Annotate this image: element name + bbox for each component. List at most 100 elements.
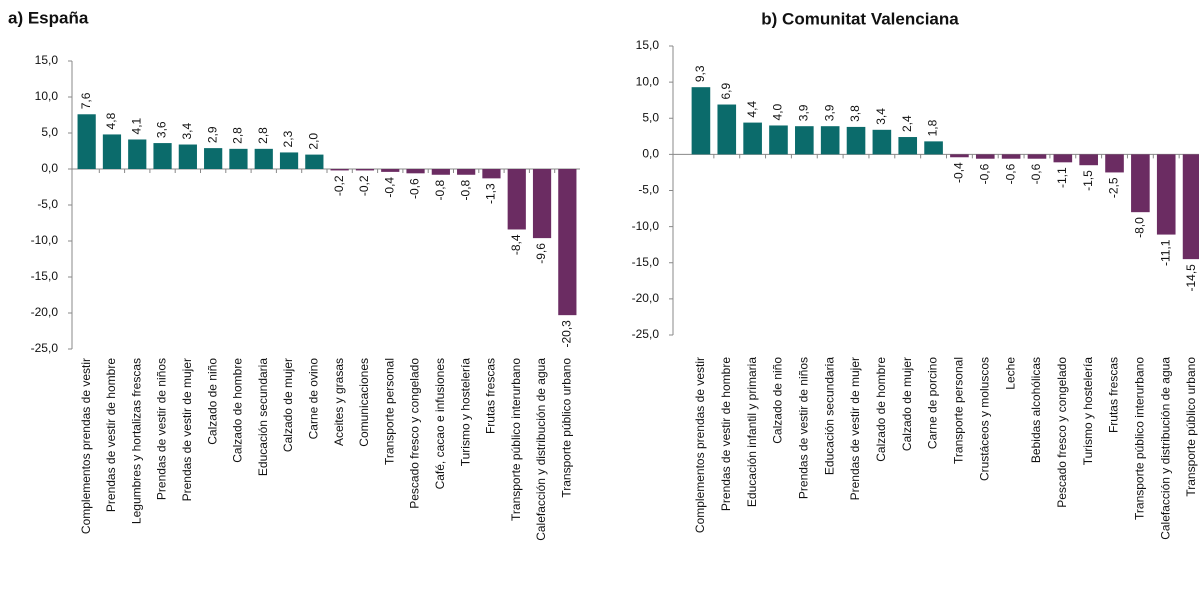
value-label: -1,1 bbox=[1055, 167, 1069, 188]
value-label: 3,4 bbox=[180, 123, 194, 140]
bar bbox=[355, 169, 375, 171]
bar bbox=[950, 154, 969, 158]
value-label: -1,3 bbox=[484, 183, 498, 204]
x-tick-label: Calefacción y distribución de agua bbox=[1158, 357, 1172, 540]
chart-title: b) Comunitat Valenciana bbox=[761, 9, 959, 28]
value-label: 2,8 bbox=[256, 127, 270, 144]
x-tick-label: Legumbres y hortalizas frescas bbox=[129, 358, 143, 524]
y-tick-label: -10,0 bbox=[31, 233, 59, 247]
bar bbox=[482, 169, 501, 179]
bar bbox=[507, 169, 526, 230]
value-label: 4,8 bbox=[104, 112, 118, 129]
x-tick-label: Transporte público urbano bbox=[560, 358, 574, 498]
x-tick-label: Educación infantil y primaria bbox=[745, 357, 759, 507]
x-tick-label: Calzado de hombre bbox=[231, 358, 245, 463]
value-label: -2,5 bbox=[1107, 177, 1121, 198]
y-tick-label: -15,0 bbox=[632, 255, 660, 269]
y-tick-label: 0,0 bbox=[41, 161, 58, 175]
value-label: -20,3 bbox=[560, 320, 574, 348]
x-tick-label: Calefacción y distribución de agua bbox=[534, 358, 548, 541]
value-label: -0,6 bbox=[1029, 163, 1043, 184]
value-label: 3,6 bbox=[155, 121, 169, 138]
x-tick-label: Prendas de vestir de mujer bbox=[848, 357, 862, 500]
value-label: -0,4 bbox=[382, 177, 396, 198]
x-tick-label: Transporte público interurbano bbox=[1133, 357, 1147, 520]
value-label: 4,1 bbox=[129, 117, 143, 134]
x-tick-label: Carne de porcino bbox=[926, 357, 940, 449]
x-tick-label: Café, cacao e infusiones bbox=[433, 358, 447, 489]
y-tick-label: 5,0 bbox=[41, 125, 58, 139]
bar bbox=[1105, 154, 1124, 173]
bar bbox=[820, 126, 840, 155]
x-tick-label: Calzado de mujer bbox=[900, 357, 914, 451]
value-label: -0,6 bbox=[977, 163, 991, 184]
value-label: 2,0 bbox=[307, 133, 321, 150]
x-tick-label: Prendas de vestir de hombre bbox=[719, 357, 733, 511]
value-label: -8,4 bbox=[509, 234, 523, 255]
value-label: 4,0 bbox=[771, 103, 785, 120]
bar bbox=[431, 169, 450, 175]
x-tick-label: Turismo y hostelería bbox=[1081, 357, 1095, 466]
y-tick-label: -10,0 bbox=[632, 219, 660, 233]
x-tick-label: Complementos prendas de vestir bbox=[79, 358, 93, 534]
bar bbox=[381, 169, 400, 172]
x-tick-label: Turismo y hostelería bbox=[458, 358, 472, 467]
bar bbox=[1027, 154, 1047, 159]
value-label: 3,9 bbox=[796, 104, 810, 121]
value-label: 2,8 bbox=[231, 127, 245, 144]
y-tick-label: -15,0 bbox=[31, 269, 59, 283]
bar bbox=[898, 137, 918, 155]
bar bbox=[178, 144, 197, 169]
value-label: -9,6 bbox=[534, 243, 548, 264]
value-label: -14,5 bbox=[1184, 264, 1198, 292]
x-tick-label: Aceites y grasas bbox=[332, 358, 346, 446]
bar bbox=[102, 134, 122, 169]
y-tick-label: 15,0 bbox=[636, 38, 660, 52]
bar bbox=[457, 169, 476, 175]
x-tick-label: Leche bbox=[1003, 357, 1017, 390]
bar bbox=[769, 125, 788, 155]
chart-title: a) España bbox=[8, 8, 89, 27]
bar bbox=[1001, 154, 1021, 159]
bar bbox=[77, 114, 96, 169]
x-tick-label: Pescado fresco y congelado bbox=[1055, 357, 1069, 508]
bar bbox=[717, 104, 737, 155]
bar bbox=[153, 143, 172, 169]
value-label: -0,2 bbox=[332, 175, 346, 196]
value-label: 4,4 bbox=[745, 101, 759, 118]
bar bbox=[229, 148, 248, 169]
bar bbox=[279, 152, 299, 169]
bar bbox=[795, 126, 814, 155]
y-tick-label: 5,0 bbox=[642, 110, 659, 124]
bar bbox=[743, 122, 762, 155]
value-label: -11,1 bbox=[1158, 239, 1172, 266]
x-tick-label: Transporte público interurbano bbox=[509, 358, 523, 521]
bar bbox=[1182, 154, 1199, 260]
y-tick-label: -5,0 bbox=[37, 197, 58, 211]
y-tick-label: 0,0 bbox=[642, 147, 659, 161]
bar bbox=[975, 154, 995, 159]
bar bbox=[846, 126, 866, 155]
x-tick-label: Prendas de vestir de mujer bbox=[180, 358, 194, 501]
x-tick-label: Educación secundaria bbox=[256, 358, 270, 476]
value-label: -0,6 bbox=[408, 178, 422, 199]
value-label: 7,6 bbox=[79, 92, 93, 109]
bar bbox=[1079, 154, 1098, 166]
bar bbox=[924, 141, 943, 155]
bar bbox=[1156, 154, 1176, 235]
x-tick-label: Prendas de vestir de niños bbox=[796, 357, 810, 499]
value-label: 9,3 bbox=[693, 65, 707, 82]
x-tick-label: Complementos prendas de vestir bbox=[693, 357, 707, 533]
value-label: -0,8 bbox=[458, 179, 472, 200]
y-tick-label: -20,0 bbox=[31, 305, 59, 319]
y-tick-label: -25,0 bbox=[31, 341, 59, 355]
x-tick-label: Calzado de niño bbox=[771, 357, 785, 444]
bar bbox=[330, 169, 349, 171]
bar bbox=[254, 148, 273, 169]
bar bbox=[406, 169, 425, 174]
value-label: -0,4 bbox=[952, 162, 966, 183]
value-label: -8,0 bbox=[1133, 217, 1147, 238]
value-label: 6,9 bbox=[719, 83, 733, 100]
x-tick-label: Prendas de vestir de hombre bbox=[104, 358, 118, 512]
